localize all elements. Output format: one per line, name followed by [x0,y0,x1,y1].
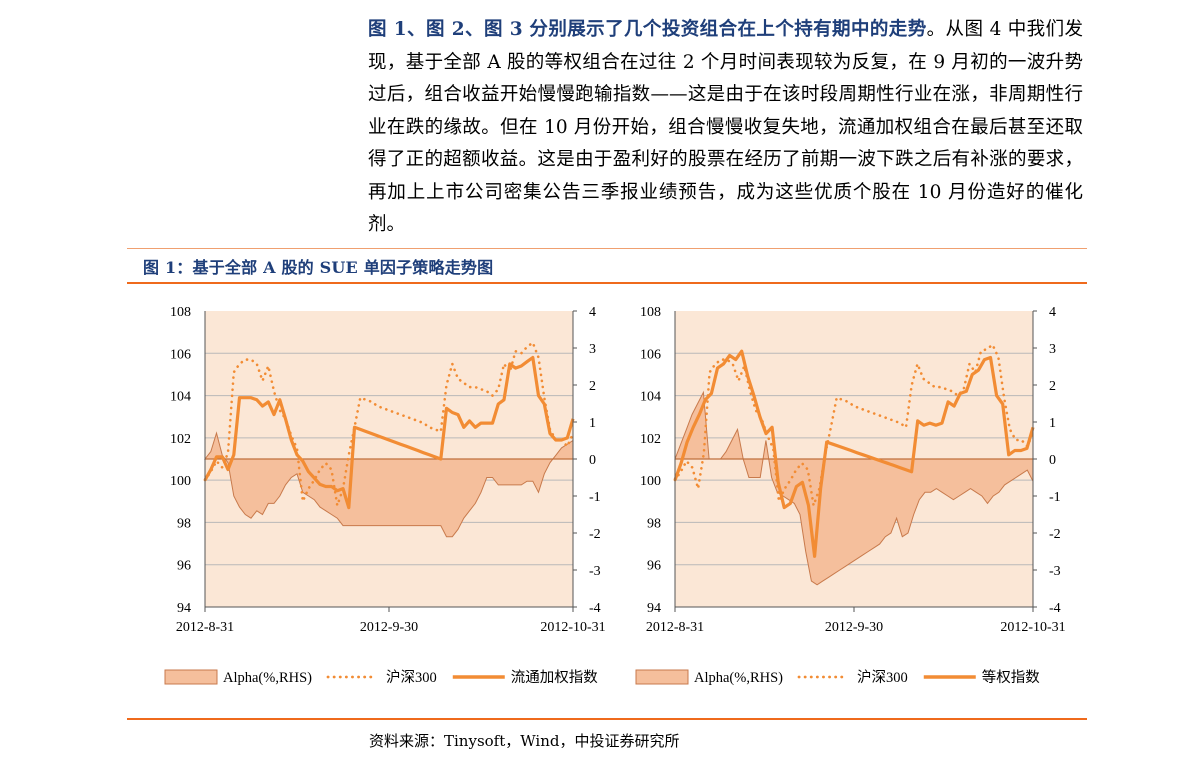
y-left-tick-label: 98 [177,516,191,531]
y-left-tick-label: 96 [647,559,661,574]
y-left-tick-label: 108 [640,305,661,320]
y-left-tick-label: 100 [170,474,191,489]
x-tick-label: 2012-10-31 [540,620,605,635]
figure-footer-rule [127,718,1087,720]
y-right-tick-label: -2 [589,527,601,542]
y-left-tick-label: 96 [177,559,191,574]
y-right-tick-label: 2 [1049,379,1056,394]
x-tick-label: 2012-8-31 [176,620,234,635]
y-right-tick-label: 4 [1049,305,1056,320]
charts-area: 949698100102104106108-4-3-2-1012342012-8… [164,305,1066,686]
series-index-line [203,355,575,510]
y-right-tick-label: -3 [589,564,601,579]
y-left-tick-label: 106 [640,347,661,362]
y-right-tick-label: 2 [589,379,596,394]
y-right-tick-label: -2 [1049,527,1061,542]
y-right-tick-label: 4 [589,305,596,320]
y-left-tick-label: 108 [170,305,191,320]
y-left-tick-label: 104 [170,390,191,405]
x-tick-label: 2012-9-30 [825,620,883,635]
legend-label: 沪深300 [857,669,908,686]
figure-title: 图 1：基于全部 A 股的 SUE 单因子策略走势图 [143,258,494,277]
legend-label: 等权指数 [982,668,1040,686]
y-left-tick-label: 100 [640,474,661,489]
y-left-tick-label: 104 [640,390,661,405]
paragraph-body: 。从图 4 中我们发现，基于全部 A 股的等权组合在过往 2 个月时间表现较为反… [368,19,1083,235]
y-right-tick-label: -4 [589,601,601,616]
y-right-tick-label: -1 [1049,490,1061,505]
x-tick-label: 2012-8-31 [646,620,704,635]
series-index-line [673,349,1035,558]
y-right-tick-label: 1 [1049,416,1056,431]
y-right-tick-label: -3 [1049,564,1061,579]
intro-paragraph: 图 1、图 2、图 3 分别展示了几个投资组合在上个持有期中的走势。从图 4 中… [368,14,1083,242]
x-tick-label: 2012-10-31 [1000,620,1065,635]
y-left-tick-label: 94 [647,601,661,616]
legend-label: 流通加权指数 [511,669,598,686]
legend-label: Alpha(%,RHS) [223,670,312,686]
y-left-tick-label: 98 [647,516,661,531]
y-right-tick-label: 0 [589,453,596,468]
y-left-tick-label: 102 [640,432,661,447]
legend: Alpha(%,RHS) 沪深300 等权指数 [635,668,1040,686]
top-divider [127,248,1087,249]
legend-label: Alpha(%,RHS) [694,670,783,686]
y-left-tick-label: 106 [170,347,191,362]
source-note: 资料来源：Tinysoft，Wind，中投证券研究所 [369,732,680,750]
y-right-tick-label: 3 [1049,342,1056,357]
legend: Alpha(%,RHS) 沪深300 流通加权指数 [164,669,598,686]
y-right-tick-label: -1 [589,490,601,505]
y-left-tick-label: 102 [170,432,191,447]
y-right-tick-label: 0 [1049,453,1056,468]
y-right-tick-label: -4 [1049,601,1061,616]
y-right-tick-label: 1 [589,416,596,431]
figure-header-rule [127,282,1087,284]
y-right-tick-label: 3 [589,342,596,357]
legend-swatch-area [164,669,218,685]
legend-label: 沪深300 [386,669,437,686]
y-left-tick-label: 94 [177,601,191,616]
paragraph-lead: 图 1、图 2、图 3 分别展示了几个投资组合在上个持有期中的走势 [368,19,927,40]
chart-1: 94 96 98 100 102 104 106 108 -4 -3 -2 -1 0 1 2 3 4 2012-8… [164,305,606,686]
series-hs300-line [673,343,1035,507]
legend-swatch-area [635,669,689,685]
x-tick-label: 2012-9-30 [360,620,418,635]
chart-2: 94 96 98 100 102 104 106 108 -4 -3 -2 -1 0 1 2 3 4 2012-8… [635,305,1066,686]
series-alpha-area [674,390,1034,586]
